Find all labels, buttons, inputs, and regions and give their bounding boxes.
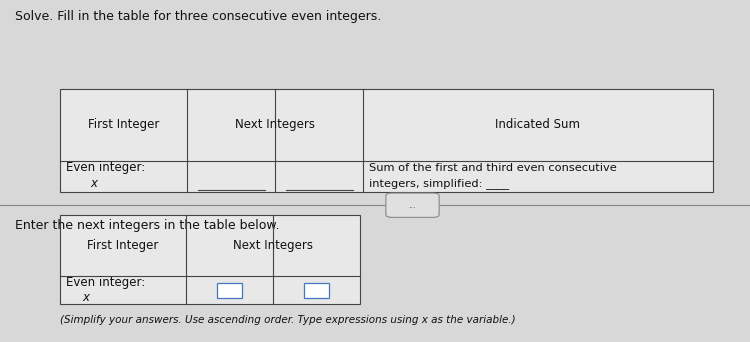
Text: Enter the next integers in the table below.: Enter the next integers in the table bel… (15, 219, 280, 232)
Bar (60, 215, 360, 304)
Text: Next Integers: Next Integers (236, 118, 315, 131)
FancyBboxPatch shape (386, 193, 439, 218)
Text: First Integer: First Integer (87, 239, 159, 252)
Bar (60, 89, 712, 192)
Text: First Integer: First Integer (88, 118, 159, 131)
Text: Next Integers: Next Integers (233, 239, 313, 252)
Text: Solve. Fill in the table for three consecutive even integers.: Solve. Fill in the table for three conse… (15, 10, 381, 23)
Bar (217, 283, 242, 298)
Text: integers, simplified: ____: integers, simplified: ____ (370, 178, 509, 189)
Bar (304, 283, 328, 298)
Text: Sum of the first and third even consecutive: Sum of the first and third even consecut… (370, 162, 617, 173)
Text: x: x (90, 177, 97, 190)
Text: Indicated Sum: Indicated Sum (496, 118, 580, 131)
Text: (Simplify your answers. Use ascending order. Type expressions using x as the var: (Simplify your answers. Use ascending or… (60, 315, 516, 325)
Text: x: x (82, 291, 89, 304)
Text: Even integer:: Even integer: (66, 161, 146, 174)
Text: Even integer:: Even integer: (66, 276, 146, 289)
Text: ...: ... (409, 201, 416, 210)
